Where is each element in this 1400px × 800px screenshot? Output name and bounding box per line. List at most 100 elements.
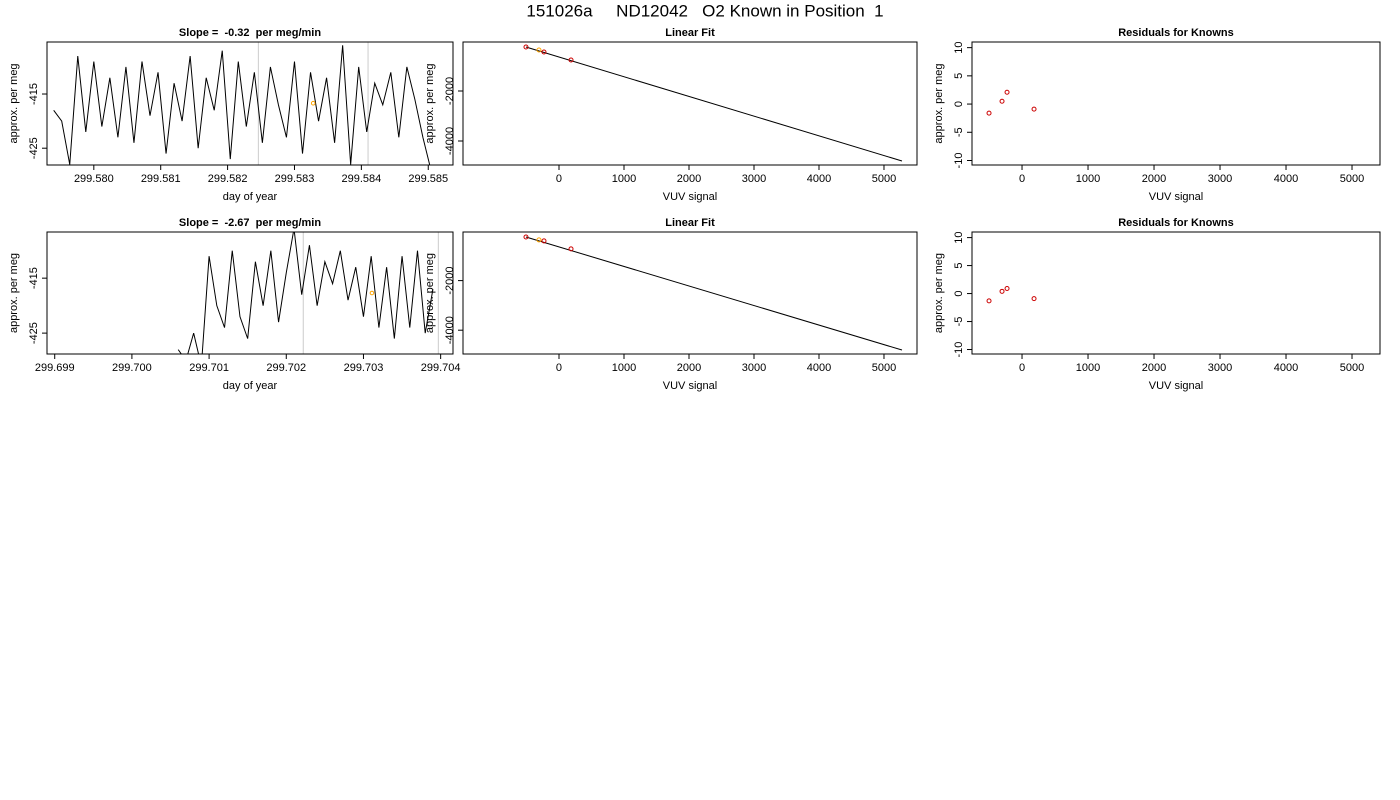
- x-axis-label: VUV signal: [663, 380, 717, 392]
- scatter-point: [541, 238, 547, 244]
- panel-title: Residuals for Knowns: [1118, 217, 1234, 229]
- x-tick-label: 4000: [807, 173, 831, 185]
- y-tick-label: 0: [953, 101, 965, 107]
- scatter-point: [536, 237, 542, 243]
- y-tick-label: -5: [953, 317, 965, 327]
- scatter-point: [523, 44, 529, 50]
- x-tick-label: 299.701: [189, 362, 229, 374]
- scatter-point: [986, 110, 992, 116]
- scatter-point: [523, 234, 529, 240]
- x-tick-label: 0: [1019, 362, 1025, 374]
- scatter-point: [568, 246, 574, 252]
- x-tick-label: 299.582: [208, 173, 248, 185]
- y-tick-label: -4000: [444, 316, 456, 344]
- y-tick-label: -10: [953, 153, 965, 169]
- x-tick-label: 1000: [1076, 173, 1100, 185]
- plot-area: [523, 44, 903, 162]
- panel-title: Slope = -0.32 per meg/min: [179, 27, 321, 39]
- plot-frame: [46, 231, 454, 355]
- x-tick-label: 299.585: [408, 173, 448, 185]
- scatter-point: [1031, 106, 1037, 112]
- y-tick-label: -2000: [444, 267, 456, 295]
- y-axis-label: approx. per meg: [8, 253, 20, 333]
- y-tick-label: -5: [953, 127, 965, 137]
- x-tick-label: 299.702: [266, 362, 306, 374]
- x-tick-label: 1000: [612, 173, 636, 185]
- x-axis-label: VUV signal: [663, 191, 717, 203]
- x-tick-label: 5000: [872, 362, 896, 374]
- panel-title: Residuals for Knowns: [1118, 27, 1234, 39]
- plot-frame: [462, 231, 918, 355]
- x-axis-label: day of year: [223, 191, 278, 203]
- x-axis-label: day of year: [223, 380, 278, 392]
- data-line: [177, 232, 434, 354]
- y-tick-label: -425: [28, 137, 40, 159]
- y-tick-label: 5: [953, 73, 965, 79]
- y-axis-label: approx. per meg: [933, 253, 945, 333]
- data-line: [53, 45, 431, 165]
- x-tick-label: 2000: [1142, 173, 1166, 185]
- x-tick-label: 5000: [1340, 362, 1364, 374]
- x-tick-label: 1000: [1076, 362, 1100, 374]
- scatter-point: [541, 49, 547, 55]
- x-tick-label: 299.699: [35, 362, 75, 374]
- fit-line: [525, 46, 903, 162]
- x-tick-label: 299.581: [141, 173, 181, 185]
- x-tick-label: 299.584: [341, 173, 381, 185]
- x-tick-label: 3000: [1208, 362, 1232, 374]
- scatter-point: [1004, 89, 1010, 95]
- marker-point: [310, 100, 316, 106]
- y-tick-label: -4000: [444, 127, 456, 155]
- plot-area: [523, 234, 903, 351]
- scatter-point: [999, 288, 1005, 294]
- scatter-point: [999, 98, 1005, 104]
- x-tick-label: 299.583: [275, 173, 315, 185]
- plot-area: [986, 89, 1037, 116]
- x-tick-label: 4000: [1274, 173, 1298, 185]
- x-tick-label: 4000: [807, 362, 831, 374]
- panel-title: Slope = -2.67 per meg/min: [179, 217, 321, 229]
- x-axis-label: VUV signal: [1149, 191, 1203, 203]
- y-tick-label: 10: [953, 42, 965, 54]
- x-tick-label: 3000: [742, 173, 766, 185]
- plot-area: [53, 42, 431, 165]
- x-tick-label: 299.700: [112, 362, 152, 374]
- x-tick-label: 0: [556, 173, 562, 185]
- x-tick-label: 2000: [677, 173, 701, 185]
- x-tick-label: 2000: [1142, 362, 1166, 374]
- x-tick-label: 299.703: [344, 362, 384, 374]
- y-tick-label: -425: [28, 322, 40, 344]
- x-tick-label: 299.580: [74, 173, 114, 185]
- plot-area: [986, 286, 1037, 304]
- y-tick-label: 5: [953, 263, 965, 269]
- x-tick-label: 299.704: [421, 362, 461, 374]
- panel-title: Linear Fit: [665, 217, 715, 229]
- y-tick-label: -10: [953, 342, 965, 358]
- x-tick-label: 1000: [612, 362, 636, 374]
- page-title: 151026a ND12042 O2 Known in Position 1: [526, 1, 883, 20]
- y-tick-label: 10: [953, 231, 965, 243]
- panel-title: Linear Fit: [665, 27, 715, 39]
- x-tick-label: 3000: [1208, 173, 1232, 185]
- scatter-point: [1004, 286, 1010, 292]
- plot-frame: [971, 41, 1381, 166]
- plot-frame: [971, 231, 1381, 355]
- plot-frame: [46, 41, 454, 166]
- x-tick-label: 5000: [872, 173, 896, 185]
- scatter-point: [568, 57, 574, 63]
- y-axis-label: approx. per meg: [424, 63, 436, 143]
- y-axis-label: approx. per meg: [424, 253, 436, 333]
- scatter-point: [986, 298, 992, 304]
- x-tick-label: 0: [556, 362, 562, 374]
- y-axis-label: approx. per meg: [933, 63, 945, 143]
- marker-point: [369, 290, 375, 296]
- x-axis-label: VUV signal: [1149, 380, 1203, 392]
- y-axis-label: approx. per meg: [8, 63, 20, 143]
- y-tick-label: 0: [953, 290, 965, 296]
- fit-line: [525, 236, 903, 351]
- x-tick-label: 5000: [1340, 173, 1364, 185]
- y-tick-label: -2000: [444, 77, 456, 105]
- x-tick-label: 4000: [1274, 362, 1298, 374]
